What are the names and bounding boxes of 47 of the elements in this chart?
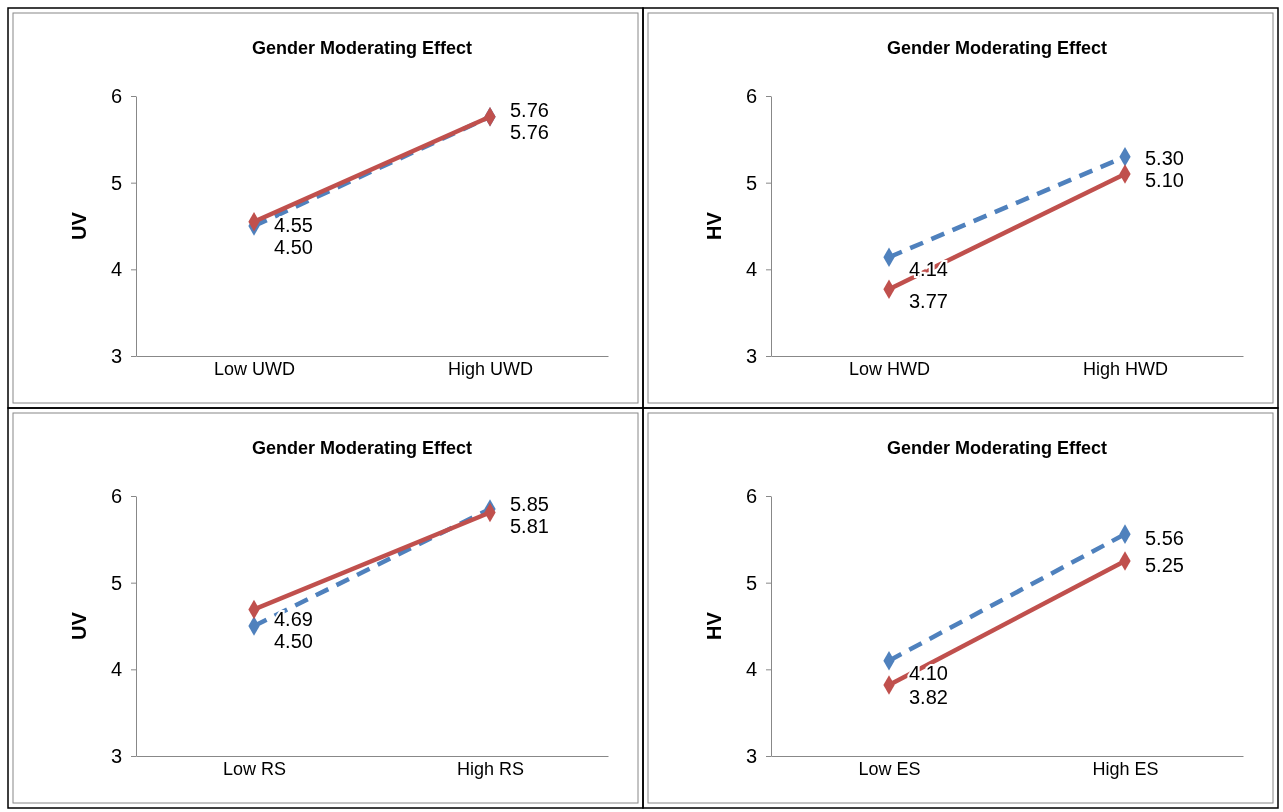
y-tick-label: 4: [745, 258, 757, 281]
x-tick-label: Low ES: [858, 759, 921, 779]
data-label: 3.82: [909, 685, 948, 708]
data-label: 4.69: [274, 607, 313, 630]
y-tick-label: 5: [745, 571, 757, 594]
data-label: 3.77: [909, 290, 948, 313]
x-tick-label: Low UWD: [213, 359, 296, 379]
y-tick-label: 6: [745, 84, 757, 107]
y-tick-label: 4: [110, 258, 122, 281]
data-label: 5.25: [1145, 554, 1184, 576]
x-tick-label: High HWD: [1082, 359, 1169, 379]
y-tick-label: 5: [110, 571, 122, 594]
y-tick-label: 6: [745, 484, 757, 507]
data-label: 5.85: [510, 492, 549, 515]
x-tick-label: High UWD: [447, 359, 534, 379]
data-label: 5.76: [510, 98, 549, 121]
data-label: 4.50: [274, 235, 313, 258]
y-tick-label: 3: [745, 344, 757, 367]
y-tick-label: 3: [745, 744, 757, 767]
chart-title: Gender Moderating Effect: [251, 38, 473, 58]
data-label: 4.55: [274, 213, 313, 236]
chart-title: Gender Moderating Effect: [886, 438, 1108, 458]
y-tick-label: 6: [110, 84, 122, 107]
data-label: 5.81: [510, 514, 549, 537]
y-tick-label: 4: [110, 658, 122, 681]
x-tick-label: Low RS: [222, 759, 287, 779]
x-tick-label: Low HWD: [848, 359, 931, 379]
y-tick-label: 5: [745, 171, 757, 194]
x-tick-label: High ES: [1092, 759, 1159, 779]
y-tick-label: 5: [110, 171, 122, 194]
data-label: 4.50: [274, 629, 313, 652]
y-axis-title: UV: [68, 211, 90, 240]
data-label: 4.10: [909, 661, 948, 684]
y-axis-title: UV: [68, 611, 90, 640]
data-label: 5.56: [1145, 527, 1184, 550]
x-tick-label: High RS: [456, 759, 525, 779]
chart-title: Gender Moderating Effect: [251, 438, 473, 458]
y-tick-label: 4: [745, 658, 757, 681]
y-tick-label: 6: [110, 484, 122, 507]
chart-title: Gender Moderating Effect: [886, 38, 1108, 58]
y-tick-label: 3: [110, 744, 122, 767]
y-axis-title: HV: [703, 211, 725, 240]
y-axis-title: HV: [703, 611, 725, 640]
y-tick-label: 3: [110, 344, 122, 367]
data-label: 5.30: [1145, 147, 1184, 170]
data-label: 5.76: [510, 120, 549, 143]
data-label: 5.10: [1145, 169, 1184, 192]
